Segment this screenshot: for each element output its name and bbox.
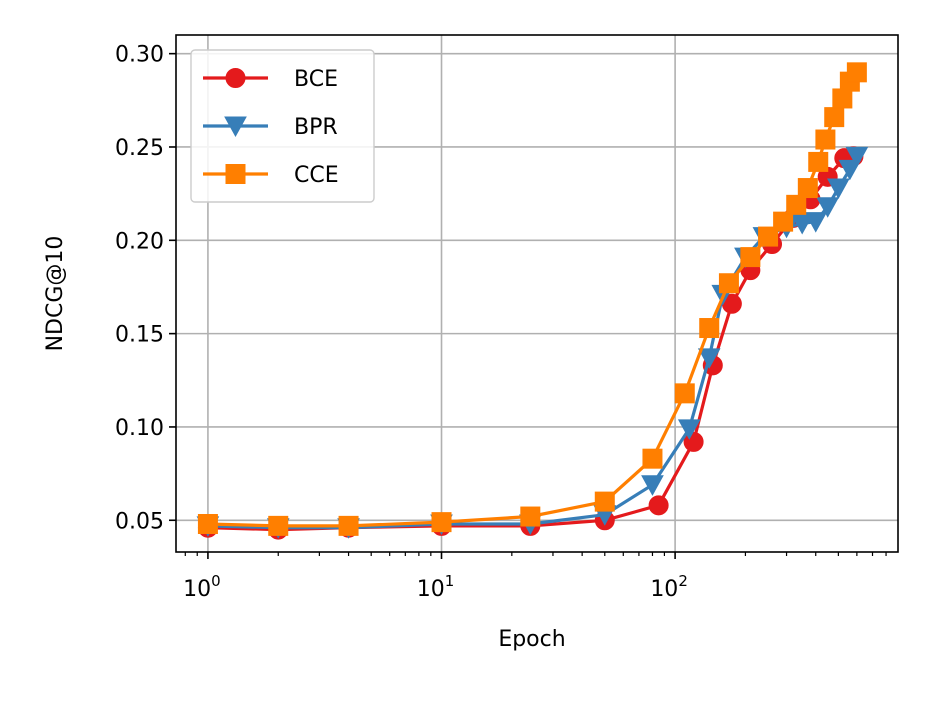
data-point bbox=[758, 226, 779, 247]
y-tick-label: 0.20 bbox=[115, 229, 164, 254]
data-point bbox=[594, 491, 615, 512]
data-point bbox=[268, 515, 289, 536]
y-tick-label: 0.15 bbox=[115, 323, 164, 348]
data-point bbox=[197, 514, 218, 535]
x-tick-label: 101 bbox=[417, 572, 455, 602]
legend-label: CCE bbox=[294, 163, 339, 188]
data-point bbox=[642, 448, 663, 469]
data-point bbox=[846, 62, 867, 83]
series-cce bbox=[197, 62, 867, 536]
y-tick-label: 0.30 bbox=[115, 43, 164, 68]
data-point bbox=[697, 348, 721, 369]
data-point bbox=[816, 197, 840, 218]
data-point bbox=[641, 475, 664, 496]
data-point bbox=[786, 194, 807, 215]
data-point bbox=[804, 212, 828, 233]
data-point bbox=[797, 178, 818, 199]
data-point bbox=[431, 512, 452, 533]
x-tick-base: 10 bbox=[650, 577, 678, 602]
x-tick-base: 10 bbox=[183, 577, 211, 602]
data-point bbox=[838, 159, 862, 181]
series-layer bbox=[196, 62, 869, 540]
data-point bbox=[832, 88, 853, 109]
legend-marker bbox=[225, 164, 246, 184]
x-tick-exponent: 0 bbox=[211, 572, 221, 590]
data-point bbox=[773, 211, 794, 232]
y-axis-label: NDCG@10 bbox=[43, 236, 68, 352]
data-point bbox=[648, 495, 669, 516]
legend-marker bbox=[224, 116, 247, 138]
legend: BCE BPR CCE bbox=[190, 49, 375, 203]
legend-label: BPR bbox=[294, 115, 338, 140]
x-tick-exponent: 2 bbox=[678, 572, 688, 590]
data-point bbox=[815, 129, 836, 150]
y-tick-label: 0.25 bbox=[115, 136, 164, 161]
data-point bbox=[740, 247, 761, 268]
data-point bbox=[338, 515, 359, 536]
y-tick-label: 0.05 bbox=[115, 509, 164, 534]
legend-item-cce: CCE bbox=[203, 163, 339, 188]
data-point bbox=[824, 107, 845, 128]
data-point bbox=[674, 383, 695, 404]
data-point bbox=[845, 146, 869, 168]
data-point bbox=[808, 151, 829, 172]
legend-label: BCE bbox=[294, 67, 338, 92]
legend-item-bce: BCE bbox=[203, 67, 338, 92]
x-axis-label: Epoch bbox=[498, 627, 565, 652]
x-tick-label: 100 bbox=[183, 572, 221, 602]
y-tick-label: 0.10 bbox=[115, 416, 164, 441]
legend-marker bbox=[225, 68, 246, 88]
plot-frame bbox=[175, 34, 899, 553]
data-point bbox=[520, 506, 541, 527]
legend-item-bpr: BPR bbox=[203, 115, 338, 140]
x-tick-label: 102 bbox=[650, 572, 688, 602]
data-point bbox=[677, 419, 701, 440]
x-tick-base: 10 bbox=[417, 577, 445, 602]
data-point bbox=[718, 273, 739, 294]
x-tick-exponent: 1 bbox=[445, 572, 455, 590]
data-point bbox=[827, 178, 850, 200]
data-point bbox=[699, 318, 720, 339]
